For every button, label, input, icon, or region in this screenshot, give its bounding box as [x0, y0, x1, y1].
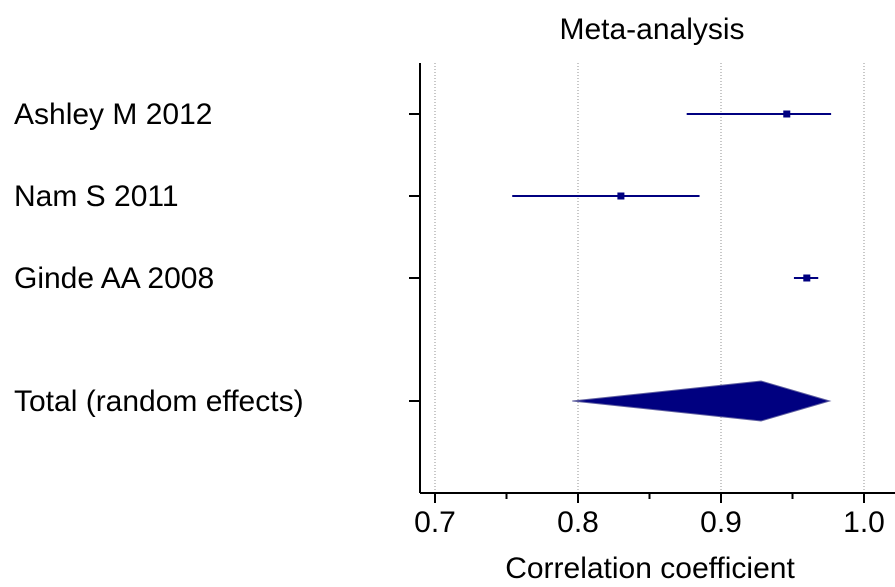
data-marks	[512, 110, 832, 422]
x-axis-label: Correlation coefficient	[505, 552, 795, 585]
pooled-diamond	[572, 380, 832, 422]
x-tick-label: 1.0	[843, 506, 885, 539]
study-label: Ashley M 2012	[14, 98, 212, 131]
x-tick-label: 0.7	[414, 506, 456, 539]
x-tick-label: 0.9	[700, 506, 742, 539]
study-label: Ginde AA 2008	[14, 262, 214, 295]
x-tick-labels: 0.7 0.8 0.9 1.0	[414, 506, 885, 539]
point-estimate	[617, 192, 625, 200]
pooled-label: Total (random effects)	[14, 385, 304, 418]
y-ticks	[409, 113, 420, 402]
study-labels: Ashley M 2012 Nam S 2011 Ginde AA 2008 T…	[14, 98, 304, 418]
point-estimate	[803, 274, 811, 282]
chart-title: Meta-analysis	[559, 13, 744, 46]
point-estimate	[783, 110, 791, 118]
x-ticks	[434, 493, 865, 503]
x-tick-label: 0.8	[557, 506, 599, 539]
study-label: Nam S 2011	[14, 180, 179, 213]
